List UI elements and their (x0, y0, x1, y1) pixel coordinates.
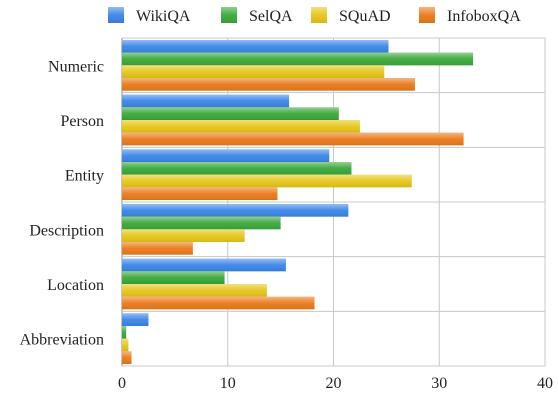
category-label-person: Person (60, 113, 104, 130)
x-tick-label: 20 (326, 375, 342, 392)
bar-gloss (122, 351, 132, 364)
category-label-location: Location (47, 277, 104, 294)
bar-gloss (122, 326, 127, 339)
legend-label-infoboxqa: InfoboxQA (447, 8, 521, 25)
category-labels: Numeric Person Entity Description Location Ab… (20, 58, 104, 348)
legend-swatch-gloss (419, 7, 435, 23)
x-tick-label: 30 (431, 375, 447, 392)
bar-gloss (122, 132, 464, 146)
bar-gloss (122, 107, 339, 120)
bar-gloss (122, 296, 315, 310)
bar-gloss (122, 40, 389, 53)
bar-gloss (122, 187, 278, 200)
legend-swatch-gloss (108, 7, 124, 23)
bar-gloss (122, 284, 267, 297)
bar-gloss (122, 338, 129, 352)
bar-gloss (122, 78, 415, 91)
x-tick-label: 10 (220, 375, 236, 392)
bar-gloss (122, 258, 286, 272)
bar-gloss (122, 216, 281, 230)
legend: WikiQA SelQA SQuAD InfoboxQA (108, 7, 521, 25)
gridlines (121, 37, 546, 367)
x-tick-label: 40 (537, 375, 553, 392)
category-label-entity: Entity (65, 168, 104, 185)
bar-gloss (122, 242, 193, 255)
legend-label-squad: SQuAD (339, 8, 391, 25)
category-label-description: Description (29, 222, 104, 239)
bar-gloss (122, 149, 330, 162)
x-tick-label: 0 (118, 375, 126, 392)
legend-swatch-gloss (311, 7, 327, 23)
bar-gloss (122, 52, 474, 66)
bar-gloss (122, 94, 290, 108)
bar-gloss (122, 229, 245, 242)
bar-gloss (122, 120, 360, 133)
legend-label-wikiqa: WikiQA (136, 8, 191, 25)
bar-gloss (122, 174, 412, 188)
category-label-abbreviation: Abbreviation (20, 332, 104, 349)
bar-gloss (122, 271, 225, 284)
category-label-numeric: Numeric (48, 58, 104, 75)
bar-gloss (122, 65, 385, 78)
x-tick-labels: 0 10 20 30 40 (118, 375, 553, 392)
bar-gloss (122, 204, 349, 217)
legend-label-selqa: SelQA (249, 8, 293, 25)
bars (122, 40, 474, 364)
bar-gloss (122, 313, 149, 326)
bar-gloss (122, 162, 352, 175)
legend-swatch-gloss (221, 7, 237, 23)
